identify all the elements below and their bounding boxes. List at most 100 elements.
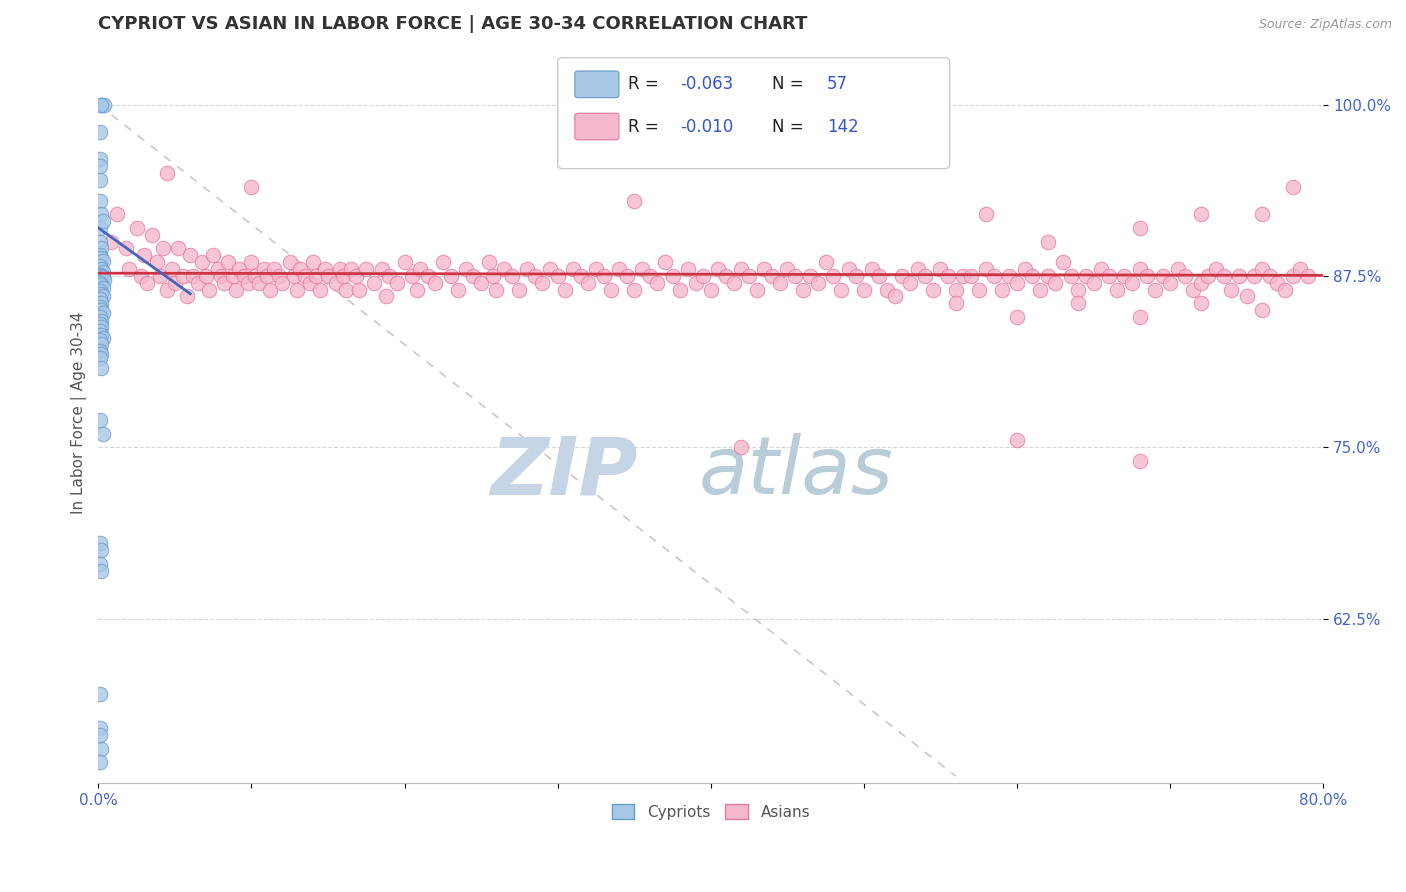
Point — [136, 276, 159, 290]
Point — [1090, 262, 1112, 277]
Text: ZIP: ZIP — [491, 434, 637, 511]
Point — [1189, 276, 1212, 290]
Point — [1121, 276, 1143, 290]
Point — [394, 255, 416, 269]
Point — [89, 248, 111, 262]
Point — [91, 253, 114, 268]
Point — [263, 262, 285, 277]
Point — [89, 728, 111, 742]
Point — [845, 268, 868, 283]
Point — [89, 301, 111, 315]
Point — [463, 268, 485, 283]
Point — [105, 207, 128, 221]
Point — [1220, 283, 1243, 297]
Point — [898, 276, 921, 290]
Point — [90, 347, 112, 361]
Point — [1289, 262, 1312, 277]
Y-axis label: In Labor Force | Age 30-34: In Labor Force | Age 30-34 — [72, 311, 87, 514]
Point — [89, 173, 111, 187]
Point — [1136, 268, 1159, 283]
Point — [91, 330, 114, 344]
Point — [730, 262, 752, 277]
Point — [447, 283, 470, 297]
Point — [685, 276, 707, 290]
Point — [89, 413, 111, 427]
Point — [1128, 310, 1150, 324]
Point — [145, 255, 167, 269]
FancyBboxPatch shape — [575, 71, 619, 97]
Point — [90, 337, 112, 351]
Point — [89, 221, 111, 235]
FancyBboxPatch shape — [558, 58, 949, 169]
Point — [1114, 268, 1136, 283]
Point — [960, 268, 983, 283]
Text: atlas: atlas — [699, 434, 894, 511]
Point — [761, 268, 783, 283]
Point — [714, 268, 737, 283]
Point — [623, 194, 645, 208]
Point — [470, 276, 492, 290]
Point — [129, 268, 152, 283]
Point — [90, 97, 112, 112]
Point — [134, 248, 156, 262]
Point — [1067, 283, 1090, 297]
Point — [287, 283, 309, 297]
Point — [225, 283, 247, 297]
Point — [883, 289, 905, 303]
Point — [194, 268, 217, 283]
Point — [1251, 303, 1274, 318]
Text: N =: N = — [772, 118, 808, 136]
Point — [89, 159, 111, 173]
Point — [89, 194, 111, 208]
Point — [1265, 276, 1288, 290]
Point — [89, 557, 111, 571]
Point — [547, 268, 569, 283]
Point — [1296, 268, 1319, 283]
Text: 142: 142 — [827, 118, 859, 136]
Point — [90, 296, 112, 310]
Text: 57: 57 — [827, 75, 848, 94]
Point — [478, 255, 501, 269]
Point — [860, 262, 883, 277]
Point — [1197, 268, 1219, 283]
Point — [89, 260, 111, 274]
Point — [90, 286, 112, 301]
Point — [936, 268, 959, 283]
Point — [89, 235, 111, 249]
Point — [90, 303, 112, 318]
Point — [600, 283, 623, 297]
Point — [576, 276, 599, 290]
Point — [1029, 283, 1052, 297]
Point — [91, 426, 114, 441]
Point — [167, 242, 190, 256]
Point — [1152, 268, 1174, 283]
Point — [1167, 262, 1189, 277]
Point — [654, 255, 676, 269]
Point — [89, 324, 111, 338]
Point — [309, 283, 332, 297]
Point — [329, 262, 352, 277]
Point — [89, 268, 111, 282]
Point — [1212, 268, 1234, 283]
Point — [89, 344, 111, 359]
Point — [592, 268, 614, 283]
Point — [425, 276, 447, 290]
Point — [945, 296, 967, 310]
Point — [356, 262, 378, 277]
Point — [745, 283, 768, 297]
Point — [990, 283, 1012, 297]
Point — [976, 262, 998, 277]
Point — [976, 207, 998, 221]
Point — [1205, 262, 1227, 277]
Point — [100, 235, 122, 249]
Point — [516, 262, 538, 277]
Point — [1243, 268, 1265, 283]
Point — [89, 721, 111, 735]
Point — [149, 268, 172, 283]
Point — [416, 268, 439, 283]
Point — [283, 268, 305, 283]
Point — [89, 310, 111, 324]
Text: CYPRIOT VS ASIAN IN LABOR FORCE | AGE 30-34 CORRELATION CHART: CYPRIOT VS ASIAN IN LABOR FORCE | AGE 30… — [98, 15, 807, 33]
Point — [163, 276, 186, 290]
Point — [181, 268, 204, 283]
